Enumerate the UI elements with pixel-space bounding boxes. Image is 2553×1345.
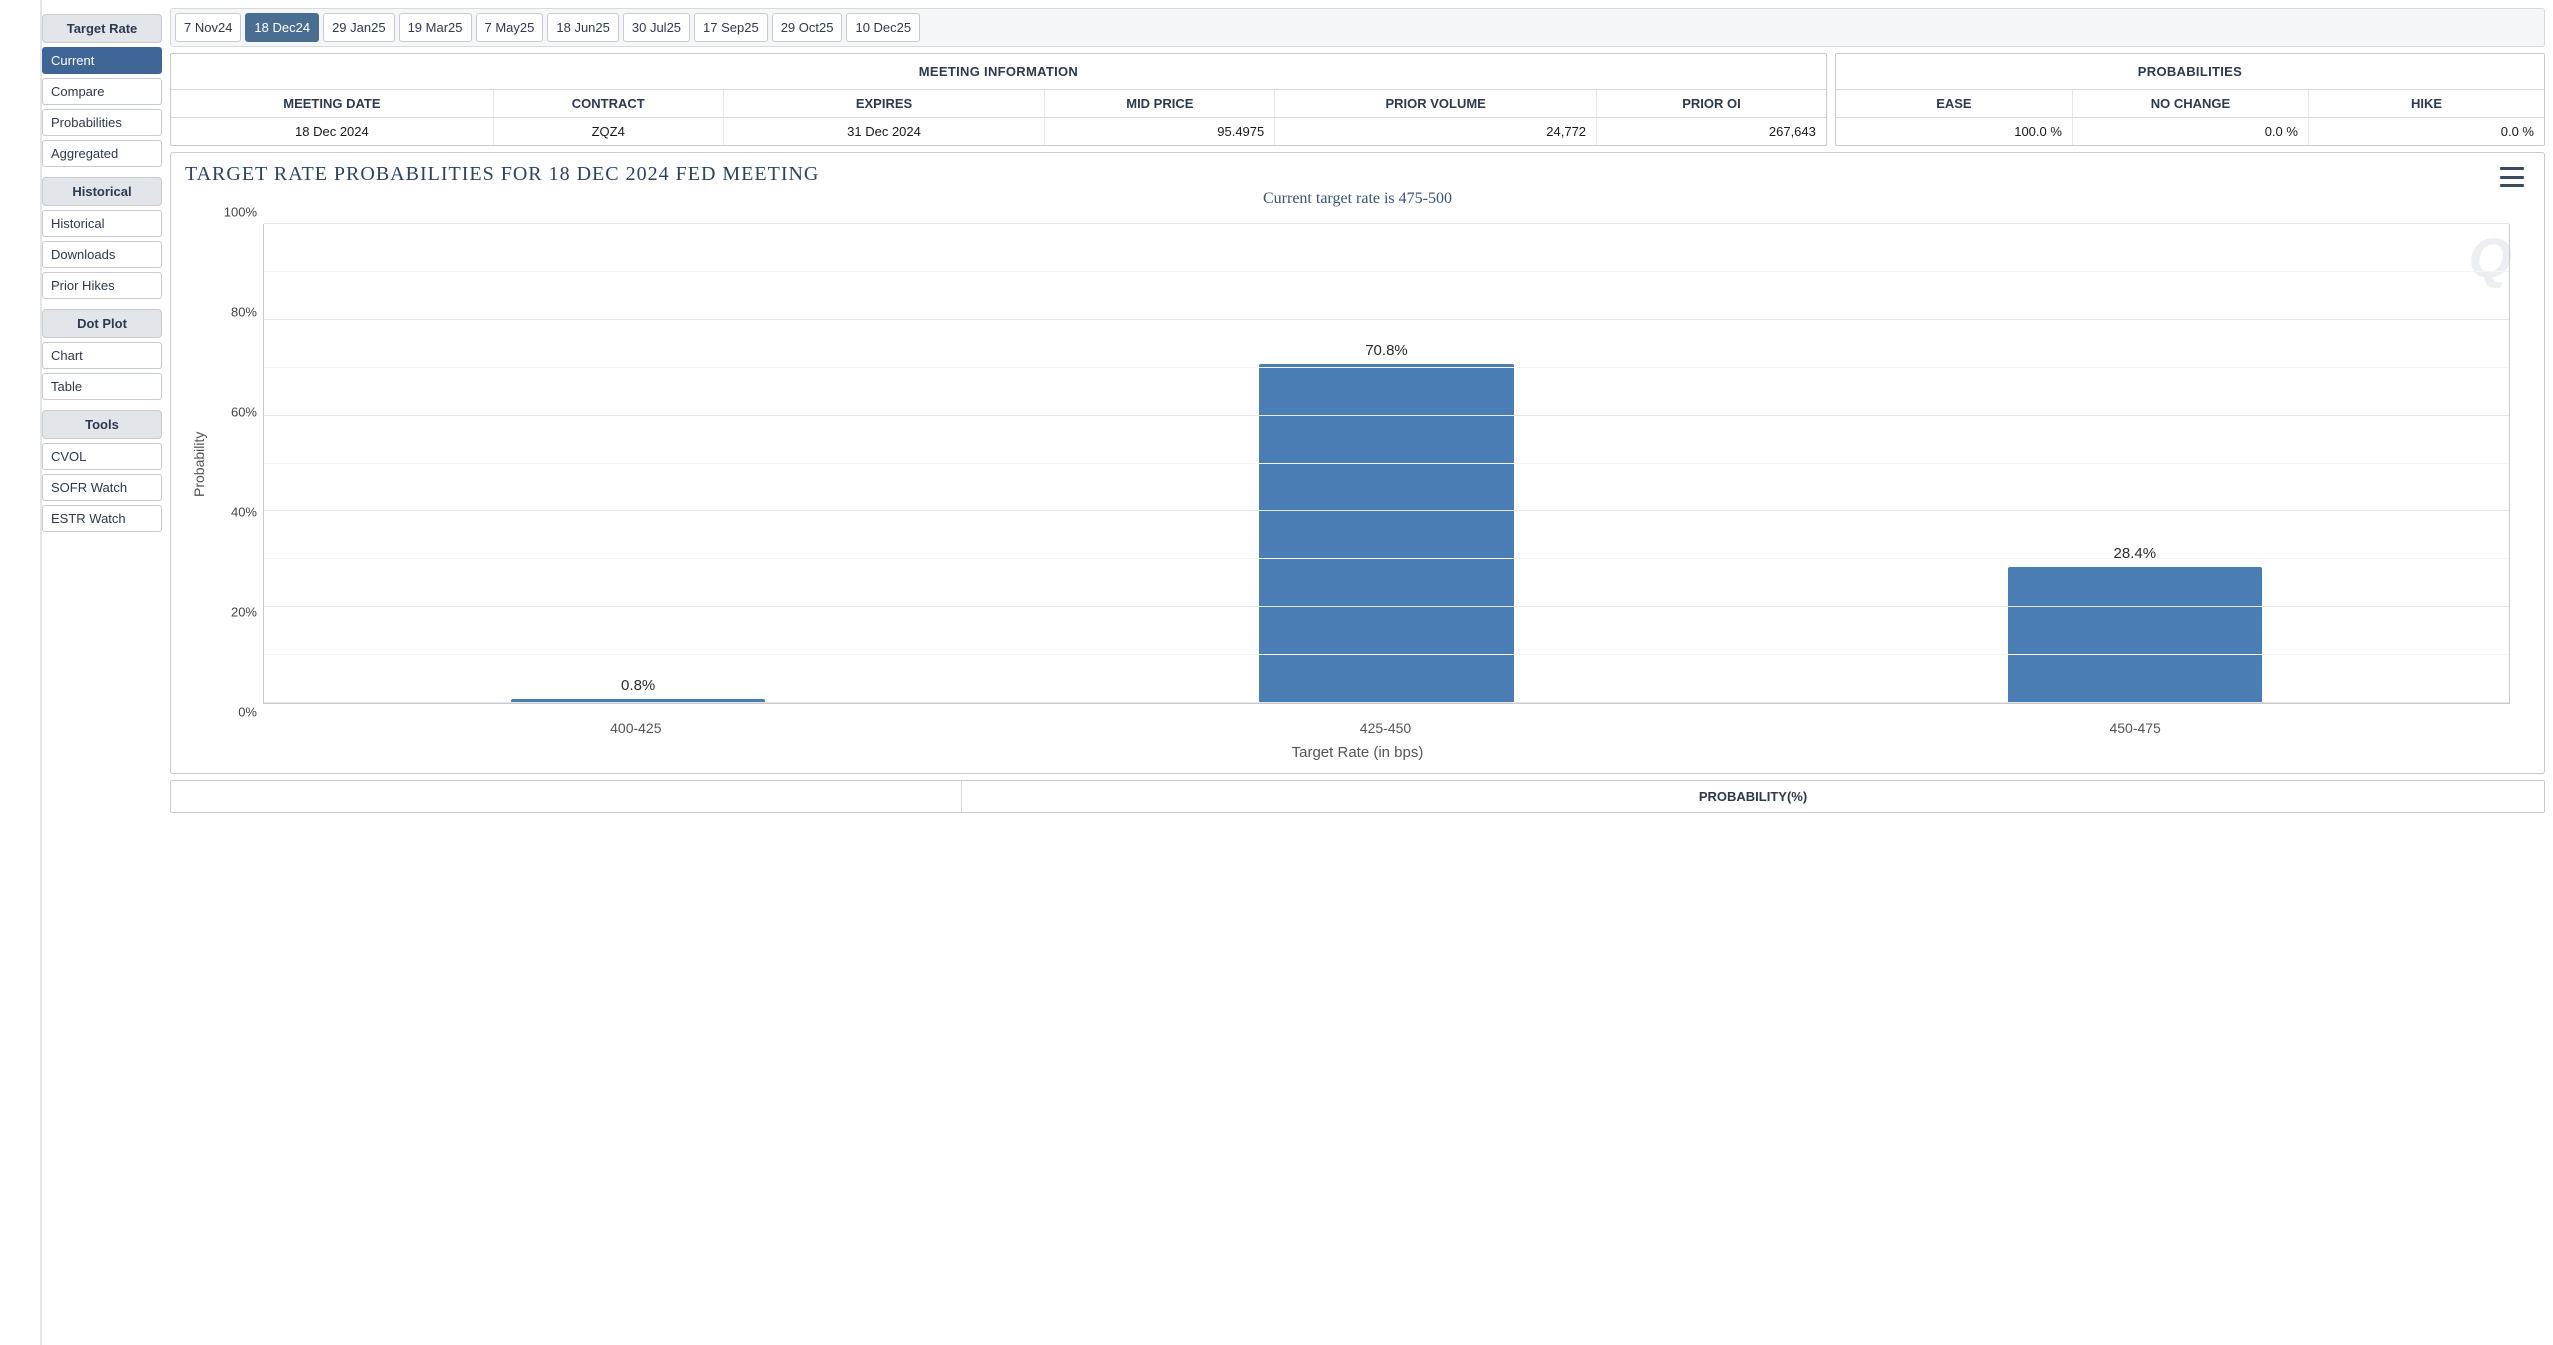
chart-title: TARGET RATE PROBABILITIES FOR 18 DEC 202… xyxy=(185,163,2530,186)
sidebar-item-probabilities[interactable]: Probabilities xyxy=(42,109,162,136)
val-meeting-date: 18 Dec 2024 xyxy=(171,118,493,145)
bar-450-475[interactable]: 28.4% xyxy=(2008,567,2262,703)
y-tick: 20% xyxy=(231,605,257,620)
probabilities-title: PROBABILITIES xyxy=(1836,54,2544,89)
val-no-change: 0.0 % xyxy=(2072,118,2308,145)
date-tab-7nov24[interactable]: 7 Nov24 xyxy=(175,13,241,42)
probability-detail-left xyxy=(171,781,962,812)
meeting-info-table: MEETING INFORMATION MEETING DATE CONTRAC… xyxy=(170,53,1827,146)
x-tick: 450-475 xyxy=(1760,714,2510,736)
chart-subtitle: Current target rate is 475-500 xyxy=(185,190,2530,208)
probabilities-table: PROBABILITIES EASE NO CHANGE HIKE 100.0 … xyxy=(1835,53,2545,146)
col-prior-volume: PRIOR VOLUME xyxy=(1274,90,1596,117)
val-contract: ZQZ4 xyxy=(493,118,723,145)
date-tabs: 7 Nov2418 Dec2429 Jan2519 Mar257 May2518… xyxy=(170,8,2545,47)
date-tab-18dec24[interactable]: 18 Dec24 xyxy=(245,13,319,42)
col-prior-oi: PRIOR OI xyxy=(1596,90,1826,117)
date-tab-29jan25[interactable]: 29 Jan25 xyxy=(323,13,395,42)
y-tick: 100% xyxy=(224,205,257,220)
col-no-change: NO CHANGE xyxy=(2072,90,2308,117)
bar-slot: 28.4% xyxy=(1761,224,2509,703)
col-ease: EASE xyxy=(1836,90,2072,117)
bar-slot: 70.8% xyxy=(1012,224,1760,703)
sidebar-item-prior-hikes[interactable]: Prior Hikes xyxy=(42,272,162,299)
date-tab-30jul25[interactable]: 30 Jul25 xyxy=(623,13,690,42)
col-expires: EXPIRES xyxy=(723,90,1045,117)
sidebar-item-downloads[interactable]: Downloads xyxy=(42,241,162,268)
y-tick: 40% xyxy=(231,505,257,520)
meeting-info-title: MEETING INFORMATION xyxy=(171,54,1826,89)
target-rate-chart: TARGET RATE PROBABILITIES FOR 18 DEC 202… xyxy=(170,152,2545,774)
chart-menu-icon[interactable] xyxy=(2500,167,2524,187)
col-meeting-date: MEETING DATE xyxy=(171,90,493,117)
probability-detail-header: PROBABILITY(%) xyxy=(962,781,2544,812)
y-tick: 0% xyxy=(238,705,257,720)
date-tab-19mar25[interactable]: 19 Mar25 xyxy=(399,13,472,42)
sidebar-item-historical[interactable]: Historical xyxy=(42,210,162,237)
sidebar-item-compare[interactable]: Compare xyxy=(42,78,162,105)
val-mid-price: 95.4975 xyxy=(1044,118,1274,145)
sidebar-item-aggregated[interactable]: Aggregated xyxy=(42,140,162,167)
sidebar-item-cvol[interactable]: CVOL xyxy=(42,443,162,470)
x-tick: 400-425 xyxy=(261,714,1011,736)
val-prior-oi: 267,643 xyxy=(1596,118,1826,145)
x-tick: 425-450 xyxy=(1011,714,1761,736)
col-contract: CONTRACT xyxy=(493,90,723,117)
sidebar-section-title: Target Rate xyxy=(42,14,162,43)
date-tab-17sep25[interactable]: 17 Sep25 xyxy=(694,13,768,42)
sidebar-item-current[interactable]: Current xyxy=(42,47,162,74)
sidebar-item-sofr-watch[interactable]: SOFR Watch xyxy=(42,474,162,501)
date-tab-10dec25[interactable]: 10 Dec25 xyxy=(846,13,920,42)
probability-detail-table: PROBABILITY(%) xyxy=(170,780,2545,813)
sidebar: Target Rate Current Compare Probabilities Ag… xyxy=(42,8,162,1337)
sidebar-item-estr-watch[interactable]: ESTR Watch xyxy=(42,505,162,532)
y-tick: 80% xyxy=(231,305,257,320)
val-expires: 31 Dec 2024 xyxy=(723,118,1045,145)
date-tab-29oct25[interactable]: 29 Oct25 xyxy=(772,13,843,42)
col-hike: HIKE xyxy=(2308,90,2544,117)
val-hike: 0.0 % xyxy=(2308,118,2544,145)
x-axis-label: Target Rate (in bps) xyxy=(185,744,2530,761)
sidebar-section-title: Tools xyxy=(42,410,162,439)
bar-label: 28.4% xyxy=(2114,545,2157,562)
val-prior-volume: 24,772 xyxy=(1274,118,1596,145)
y-axis-label: Probability xyxy=(185,214,213,714)
col-mid-price: MID PRICE xyxy=(1044,90,1274,117)
date-tab-18jun25[interactable]: 18 Jun25 xyxy=(547,13,619,42)
plot-area: 0.8% 70.8% 28.4% xyxy=(263,224,2510,704)
x-axis-ticks: 400-425425-450450-475 xyxy=(261,714,2510,736)
bar-label: 70.8% xyxy=(1365,342,1408,359)
sidebar-item-chart[interactable]: Chart xyxy=(42,342,162,369)
sidebar-section-title: Dot Plot xyxy=(42,309,162,338)
val-ease: 100.0 % xyxy=(1836,118,2072,145)
y-axis-ticks: 0%20%40%60%80%100% xyxy=(213,214,263,714)
sidebar-item-table[interactable]: Table xyxy=(42,373,162,400)
y-tick: 60% xyxy=(231,405,257,420)
sidebar-section-title: Historical xyxy=(42,177,162,206)
bar-label: 0.8% xyxy=(621,677,655,694)
date-tab-7may25[interactable]: 7 May25 xyxy=(476,13,544,42)
bar-slot: 0.8% xyxy=(264,224,1012,703)
